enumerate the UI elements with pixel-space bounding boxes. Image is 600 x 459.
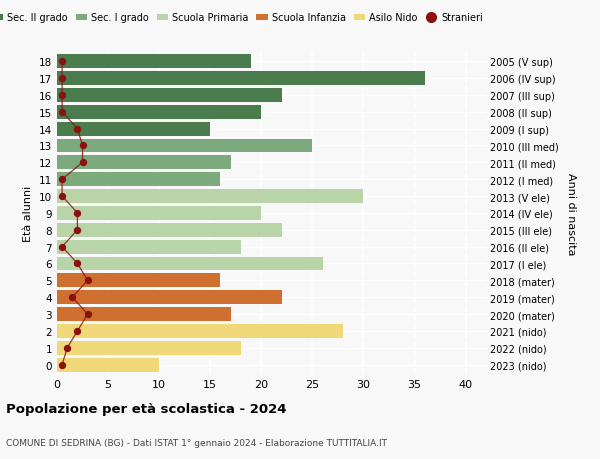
Y-axis label: Età alunni: Età alunni bbox=[23, 185, 34, 241]
Bar bbox=[57, 89, 282, 102]
Bar bbox=[57, 139, 313, 153]
Point bbox=[78, 159, 88, 167]
Bar bbox=[57, 173, 220, 187]
Point bbox=[58, 92, 67, 99]
Bar bbox=[57, 240, 241, 254]
Bar bbox=[57, 207, 261, 220]
Bar bbox=[57, 224, 282, 237]
Bar bbox=[57, 106, 261, 119]
Point bbox=[58, 58, 67, 66]
Point bbox=[58, 75, 67, 83]
Bar bbox=[57, 257, 323, 271]
Bar bbox=[57, 274, 220, 288]
Point bbox=[73, 227, 82, 234]
Bar bbox=[57, 55, 251, 69]
Point bbox=[83, 311, 92, 318]
Point bbox=[58, 109, 67, 116]
Point bbox=[73, 328, 82, 335]
Point bbox=[78, 142, 88, 150]
Bar bbox=[57, 291, 282, 304]
Bar bbox=[57, 341, 241, 355]
Text: COMUNE DI SEDRINA (BG) - Dati ISTAT 1° gennaio 2024 - Elaborazione TUTTITALIA.IT: COMUNE DI SEDRINA (BG) - Dati ISTAT 1° g… bbox=[6, 438, 387, 448]
Point bbox=[83, 277, 92, 285]
Bar bbox=[57, 123, 210, 136]
Bar bbox=[57, 308, 230, 321]
Point bbox=[58, 193, 67, 200]
Point bbox=[58, 361, 67, 369]
Bar bbox=[57, 156, 230, 170]
Legend: Sec. II grado, Sec. I grado, Scuola Primaria, Scuola Infanzia, Asilo Nido, Stran: Sec. II grado, Sec. I grado, Scuola Prim… bbox=[0, 10, 487, 27]
Bar bbox=[57, 190, 364, 203]
Bar bbox=[57, 325, 343, 338]
Y-axis label: Anni di nascita: Anni di nascita bbox=[566, 172, 575, 255]
Point bbox=[73, 126, 82, 133]
Point bbox=[68, 294, 77, 301]
Bar bbox=[57, 358, 159, 372]
Point bbox=[62, 344, 72, 352]
Point bbox=[73, 210, 82, 217]
Bar bbox=[57, 72, 425, 86]
Point bbox=[73, 260, 82, 268]
Point bbox=[58, 243, 67, 251]
Point bbox=[58, 176, 67, 184]
Text: Popolazione per età scolastica - 2024: Popolazione per età scolastica - 2024 bbox=[6, 403, 287, 415]
